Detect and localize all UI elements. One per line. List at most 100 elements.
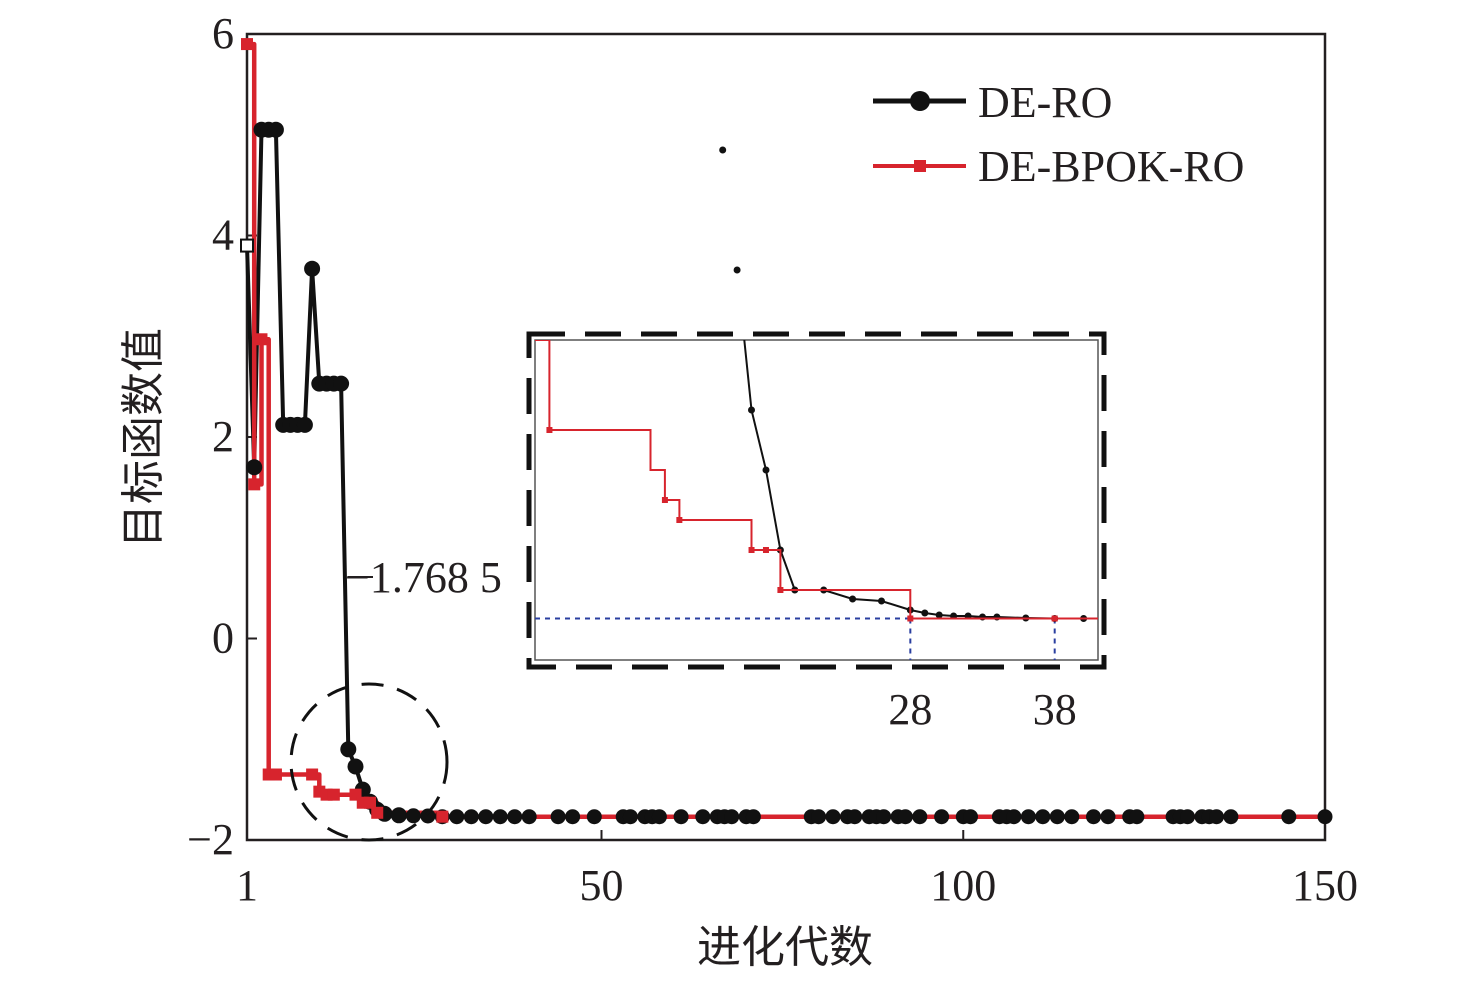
- legend-de-ro-marker: [910, 91, 930, 111]
- de-ro-point: [1129, 809, 1145, 825]
- inset-de-ro-point: [921, 609, 929, 617]
- inset-de-ro-point: [719, 146, 727, 154]
- de-ro-point: [246, 459, 263, 476]
- y-tick-label: 4: [212, 211, 234, 260]
- de-ro-point: [1281, 809, 1297, 825]
- inset-de-bpok-ro-point: [777, 587, 784, 593]
- y-tick-label: 0: [212, 614, 234, 663]
- inset-x-tick-label: 38: [1033, 685, 1077, 734]
- y-tick-label: 6: [212, 9, 234, 58]
- inset-panel: 28 38: [526, 146, 1107, 734]
- inset-de-bpok-ro-point: [661, 497, 668, 503]
- legend-de-bpok-ro-label: DE-BPOK-RO: [978, 142, 1244, 191]
- de-ro-point: [240, 238, 254, 253]
- x-tick-label: 100: [930, 861, 996, 910]
- de-ro-point: [492, 809, 508, 825]
- inset-de-ro-point: [748, 406, 755, 414]
- de-ro-point: [651, 809, 667, 825]
- de-bpok-ro-point: [269, 768, 282, 781]
- de-ro-point: [586, 809, 602, 825]
- de-bpok-ro-point: [241, 38, 253, 51]
- legend-de-ro-label: DE-RO: [978, 78, 1112, 127]
- de-ro-point: [1006, 809, 1022, 825]
- de-ro-point: [673, 809, 689, 825]
- de-ro-point: [1317, 809, 1333, 825]
- de-ro-point: [347, 758, 364, 775]
- de-ro-point: [724, 809, 740, 825]
- de-ro-point: [1100, 809, 1116, 825]
- de-ro-point: [1209, 809, 1224, 825]
- de-ro-point: [622, 809, 638, 825]
- inset-de-ro-point: [849, 595, 857, 603]
- inset-de-bpok-ro-point: [1051, 615, 1058, 622]
- de-ro-point: [1064, 809, 1080, 825]
- x-tick-label: 150: [1292, 861, 1358, 910]
- de-ro-point: [1049, 809, 1065, 825]
- de-ro-point: [1020, 809, 1036, 825]
- de-bpok-ro-point: [371, 806, 384, 819]
- inset-de-ro-point: [935, 611, 943, 619]
- de-bpok-ro-point: [436, 810, 449, 823]
- inset-dashed-border: [526, 331, 1107, 670]
- de-bpok-ro-point: [327, 788, 340, 801]
- de-ro-point: [565, 809, 581, 825]
- de-ro-point: [1086, 809, 1101, 825]
- de-bpok-ro-point: [255, 333, 268, 346]
- de-bpok-ro-point: [306, 768, 319, 781]
- min-value-annotation: −1.768 5: [345, 553, 502, 602]
- inset-de-bpok-ro-line: [535, 340, 1098, 620]
- main-series: [240, 38, 1333, 825]
- de-ro-point: [745, 809, 761, 825]
- inset-de-ro-point: [733, 266, 741, 274]
- inset-de-bpok-ro-point: [907, 615, 914, 622]
- de-bpok-ro-point: [248, 478, 261, 491]
- de-ro-point: [847, 809, 863, 825]
- de-ro-point: [420, 808, 436, 824]
- de-bpok-ro-point: [363, 796, 376, 809]
- de-ro-point: [963, 809, 978, 825]
- de-ro-point: [912, 809, 928, 825]
- de-ro-point: [340, 741, 357, 758]
- de-ro-point: [333, 375, 350, 392]
- legend: DE-RO DE-BPOK-RO: [873, 78, 1244, 191]
- de-ro-point: [478, 809, 494, 825]
- de-ro-point: [267, 121, 284, 138]
- de-ro-point: [1035, 809, 1051, 825]
- inset-x-tick-label: 28: [888, 685, 932, 734]
- inset-de-bpok-ro-point: [676, 517, 683, 523]
- de-ro-point: [390, 807, 407, 824]
- de-ro-point: [449, 809, 465, 825]
- inset-de-ro-point: [878, 597, 885, 605]
- x-tick-label: 50: [580, 861, 624, 910]
- y-axis-title: 目标函数值: [118, 328, 169, 548]
- de-ro-point: [550, 809, 566, 825]
- inset-de-bpok-ro-point: [546, 427, 553, 433]
- de-ro-point: [405, 808, 421, 824]
- de-ro-point: [463, 809, 479, 825]
- inset-de-bpok-ro-point: [748, 547, 755, 553]
- zoom-circle: [289, 682, 449, 842]
- inset-de-ro-point: [762, 466, 770, 474]
- de-ro-point: [304, 260, 321, 277]
- de-ro-point: [695, 809, 711, 825]
- de-ro-point: [876, 809, 892, 825]
- de-ro-point: [507, 809, 523, 825]
- legend-de-bpok-ro-marker: [914, 160, 926, 172]
- de-ro-point: [825, 809, 841, 825]
- x-tick-label: 1: [236, 861, 258, 910]
- de-ro-point: [521, 809, 537, 825]
- inset-de-bpok-ro-point: [762, 547, 769, 553]
- de-ro-point: [1223, 809, 1239, 825]
- de-ro-point: [1180, 809, 1195, 825]
- x-axis-title: 进化代数: [697, 922, 873, 973]
- de-ro-point: [811, 809, 827, 825]
- inset-frame: [534, 339, 1099, 661]
- zoom-circle-outline: [289, 682, 449, 842]
- y-tick-label: 2: [212, 412, 234, 461]
- de-ro-point: [897, 809, 913, 825]
- de-ro-point: [934, 809, 950, 825]
- y-tick-label: −2: [187, 815, 234, 864]
- de-ro-point: [296, 416, 313, 433]
